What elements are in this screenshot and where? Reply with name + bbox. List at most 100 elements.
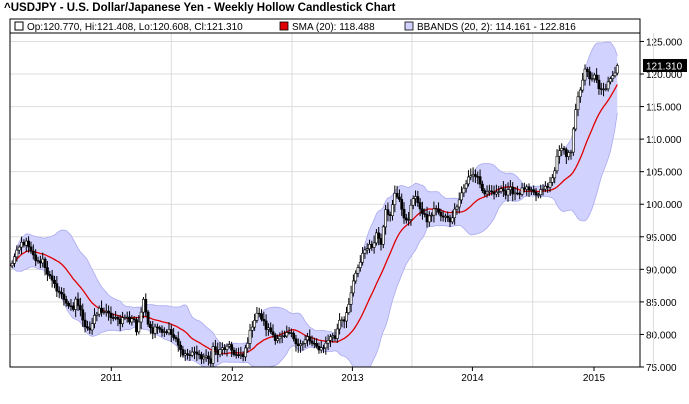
candle-body — [186, 353, 189, 356]
candle-body — [218, 349, 222, 355]
candle-body — [501, 188, 505, 192]
bbands-fill — [10, 41, 618, 367]
candle-body — [81, 309, 85, 321]
candle-body — [172, 334, 176, 338]
candle-body — [457, 199, 461, 208]
candle-body — [534, 191, 538, 196]
candle-body — [232, 349, 236, 355]
candle-body — [499, 188, 503, 192]
candle-body — [17, 246, 21, 251]
candle-body — [342, 319, 346, 322]
x-tick-label: 2013 — [341, 373, 364, 384]
x-tick-label: 2015 — [583, 373, 606, 384]
candle-body — [55, 283, 59, 292]
candle-body — [104, 310, 108, 313]
candle-body — [504, 190, 508, 196]
candle-body — [370, 243, 374, 248]
candle-body — [590, 78, 594, 80]
y-tick-label: 110.000 — [646, 135, 682, 146]
y-tick-label: 90.000 — [646, 265, 677, 276]
candle-body — [434, 208, 438, 210]
candle-body — [149, 323, 152, 329]
candle-body — [139, 311, 143, 323]
legend-sma-text: SMA (20): 118.488 — [292, 22, 375, 33]
candle-body — [253, 320, 257, 328]
candle-body — [116, 316, 120, 320]
candle-body — [448, 217, 452, 223]
candle-body — [128, 316, 131, 323]
candle-body — [60, 292, 63, 295]
candle-body — [356, 267, 360, 274]
candle-body — [546, 185, 550, 188]
candle-body — [289, 332, 293, 334]
candle-body — [165, 331, 169, 334]
candle-body — [441, 215, 445, 218]
candle-body — [287, 332, 291, 334]
candle-body — [211, 346, 215, 364]
candle-body — [64, 299, 68, 304]
candle-body — [483, 190, 487, 195]
candle-body — [515, 192, 519, 195]
candle-body — [137, 321, 141, 333]
legend-bbands-swatch — [404, 21, 414, 31]
candle-body — [188, 354, 192, 357]
candle-body — [24, 240, 28, 246]
candle-body — [167, 329, 171, 334]
candle-body — [83, 319, 87, 327]
y-tick-label: 105.000 — [646, 168, 683, 179]
candle-body — [248, 329, 252, 344]
candle-body — [306, 336, 309, 341]
candle-body — [62, 293, 66, 300]
candle-body — [244, 347, 247, 358]
candle-body — [273, 334, 277, 341]
candle-body — [225, 345, 229, 350]
candle-body — [492, 191, 496, 195]
candle-body — [20, 241, 23, 248]
candle-body — [111, 317, 115, 319]
candle-body — [560, 148, 564, 152]
candle-body — [183, 353, 187, 356]
chart-title: ^USDJPY - U.S. Dollar/Japanese Yen - Wee… — [4, 2, 396, 14]
candle-body — [421, 208, 424, 214]
candle-body — [522, 187, 526, 190]
candle-body — [460, 192, 463, 201]
candle-body — [365, 248, 369, 251]
candle-body — [200, 354, 203, 360]
candle-body — [400, 199, 404, 210]
candle-body — [462, 187, 466, 194]
bbands-upper-line — [10, 41, 618, 347]
candle-body — [160, 328, 164, 333]
candle-body — [548, 182, 552, 188]
candle-body — [550, 177, 554, 183]
candle-body — [497, 191, 501, 193]
candle-body — [444, 215, 447, 218]
candle-body — [310, 340, 314, 344]
candle-body — [361, 252, 364, 263]
candle-body — [179, 344, 182, 350]
candle-body — [71, 305, 75, 310]
candle-body — [144, 298, 148, 313]
y-tick-label: 75.000 — [646, 363, 677, 374]
candle-body — [130, 318, 134, 323]
x-tick-label: 2011 — [101, 373, 123, 384]
candle-body — [576, 96, 580, 110]
candle-body — [132, 318, 136, 320]
candle-body — [585, 68, 589, 72]
candle-body — [358, 261, 362, 268]
candle-body — [155, 326, 159, 329]
legend: Op:120.770, Hi:121.408, Lo:120.608, Cl:1… — [9, 18, 641, 34]
candle-body — [597, 79, 601, 89]
candle-body — [569, 151, 573, 154]
candle-body — [398, 196, 401, 200]
last-value-badge — [643, 58, 687, 72]
candle-body — [246, 343, 250, 349]
candle-body — [338, 320, 342, 330]
candle-body — [220, 347, 224, 350]
candle-body — [611, 75, 615, 79]
candle-body — [437, 208, 440, 213]
y-tick-label: 80.000 — [646, 330, 677, 341]
candle-body — [296, 343, 300, 346]
candle-body — [36, 260, 40, 262]
candle-body — [595, 74, 599, 81]
candle-body — [162, 331, 166, 333]
